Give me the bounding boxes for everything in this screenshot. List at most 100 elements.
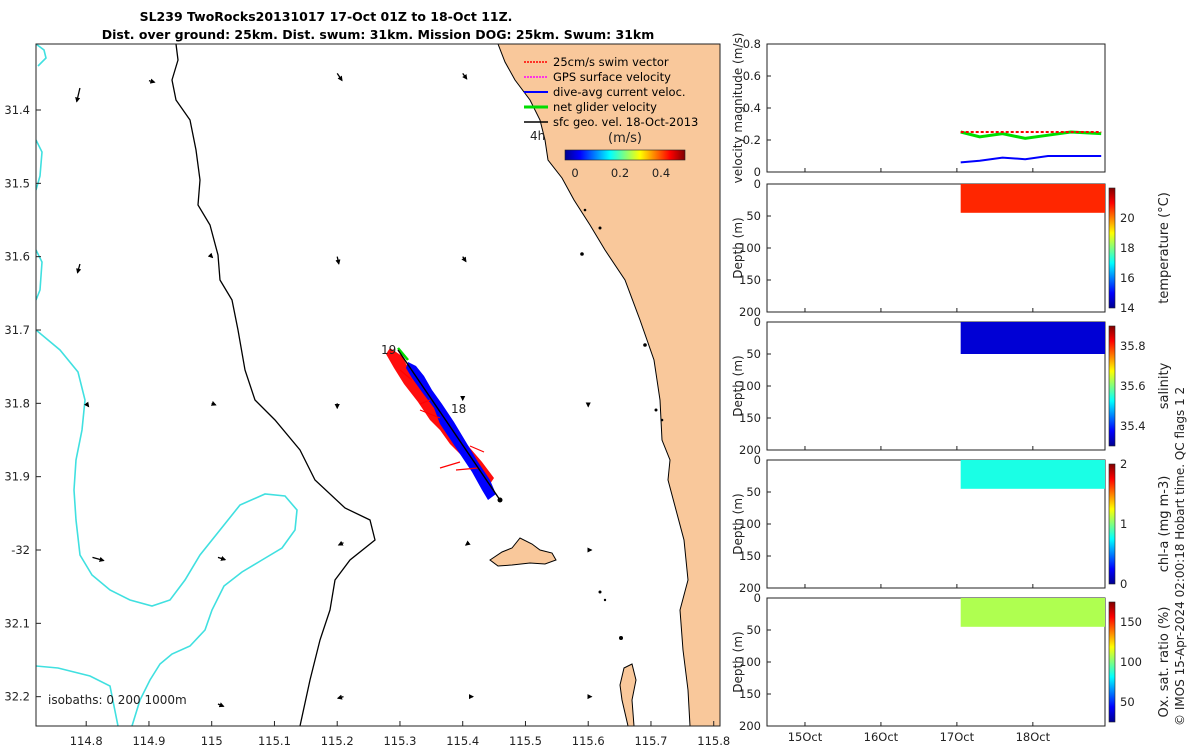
coastal-rocks [580,208,664,640]
map-x-tick-label: 115.6 [572,734,605,748]
colorbar-tick-0: 0 [571,166,578,180]
legend-label-geo: sfc geo. vel. 18-Oct-2013 [553,115,698,129]
y-tick-label: 50 [746,347,761,361]
colorbar-tick-label: 20 [1120,211,1135,225]
geo-vector-arrow [210,400,217,406]
geo-vector-field [75,72,593,708]
geo-vector-arrow [336,694,344,700]
y-tick-label: 200 [739,581,761,595]
y-tick-label: 150 [739,687,761,701]
map-y-tick-label: 32.2 [4,690,30,704]
geo-vector-arrow [84,401,90,408]
y-tick-label: 0.2 [743,133,761,147]
heatmap-block [960,322,1105,354]
day-label-18: 18 [451,402,466,416]
y-axis-label: velocity magnitude (m/s) [731,33,745,184]
geo-vector-arrow [207,252,214,259]
colorbar-tick-label: 18 [1120,241,1135,255]
map-y-tick-label: -32 [11,543,30,557]
map-legend: 25cm/s swim vector GPS surface velocity … [524,55,698,180]
geo-vector-arrow [461,256,467,263]
map-y-tick-label: 31.7 [4,323,30,337]
map-y-ticks: 31.4 31.5 31.6 31.7 31.8 31.9 -32 32.1 32.2 [4,103,41,704]
land-mass [497,44,720,726]
colorbar-tick-label: 100 [1120,655,1142,669]
y-tick-label: 150 [739,273,761,287]
isobaths-text: isobaths: 0 200 1000m [48,693,187,707]
colorbar-tick-1: 0.2 [611,166,629,180]
legend-colorbar-title: (m/s) [608,131,642,146]
y-tick-label: 150 [739,549,761,563]
geo-vector-arrow [337,540,344,546]
map-x-tick-label: 115.5 [509,734,542,748]
rottnest-island [489,537,557,567]
x-tick-label: 16Oct [864,730,899,744]
panel-4: 0 50 100 150 200 Depth (m) 0 1 2 chl-a (mg m-3) [731,453,1172,595]
footer-credit: © IMOS 15-Apr-2024 02:00:18 Hobart time.… [1173,387,1187,726]
y-tick-label: 150 [739,411,761,425]
panel-frame [766,43,1106,173]
map-x-tick-label: 115.4 [446,734,479,748]
swim-vector-streaks [399,369,485,471]
y-tick-label: 100 [739,379,761,393]
panel-3: 0 50 100 150 200 Depth (m) 35.4 35.6 35.8 salinit… [731,315,1172,457]
map-x-tick-label: 115.7 [635,734,668,748]
heatmap-block [960,184,1105,213]
y-axis-label: Depth (m) [731,217,745,278]
colorbar-tick-label: 1 [1120,517,1127,531]
map-y-tick-label: 31.5 [4,176,30,190]
glider-track [386,347,503,503]
colorbar-label: salinity [1157,362,1172,409]
time-label: 4h [530,129,545,143]
y-axis-label: Depth (m) [731,493,745,554]
y-tick-label: 0.8 [743,37,761,51]
colorbar-tick-label: 14 [1120,301,1135,315]
map-x-tick-label: 114.9 [132,734,165,748]
geo-vector-arrow [75,87,81,103]
map-x-ticks: 114.8 114.9 115 115.1 115.2 115.3 115.4 115.5 11… [70,721,730,748]
colorbar-tick-label: 35.8 [1120,339,1146,353]
geo-vector-arrow [464,540,471,546]
colorbar [1108,325,1116,447]
chart-title-line1: SL239 TwoRocks20131017 17-Oct 01Z to 18-… [140,9,513,24]
chart-title-line2: Dist. over ground: 25km. Dist. swum: 31k… [102,27,655,42]
map-x-tick-label: 115.8 [697,734,730,748]
colorbar [1108,187,1116,309]
map-y-tick-label: 31.6 [4,250,30,264]
y-tick-label: 200 [739,443,761,457]
legend-colorbar [564,149,686,161]
isobath-1000m [36,44,298,726]
garden-island [619,663,637,726]
map-x-tick-label: 115.1 [258,734,291,748]
map-x-tick-label: 115 [201,734,223,748]
colorbar [1108,601,1116,723]
heatmap-block [960,460,1105,489]
velocity-series-1 [960,155,1102,164]
y-tick-label: 100 [739,517,761,531]
map-frame [35,43,721,727]
x-tick-label: 18Oct [1016,730,1051,744]
map-y-tick-label: 31.8 [4,396,30,410]
colorbar-tick-label: 50 [1120,695,1135,709]
colorbar-label: chl-a (mg m-3) [1157,476,1172,573]
colorbar-tick-2: 0.4 [652,166,670,180]
colorbar-tick-label: 2 [1120,457,1127,471]
x-tick-label: 15Oct [788,730,823,744]
y-tick-label: 100 [739,655,761,669]
y-tick-label: 100 [739,241,761,255]
colorbar-tick-label: 150 [1120,615,1142,629]
geo-vector-arrow [92,556,105,562]
y-axis-label: Depth (m) [731,631,745,692]
colorbar-tick-label: 16 [1120,271,1135,285]
y-tick-label: 50 [746,485,761,499]
geo-vector-arrow [148,78,156,84]
legend-label-net: net glider velocity [553,100,657,114]
y-tick-label: 50 [746,209,761,223]
net-velocity-segment [397,347,409,361]
legend-label-swim: 25cm/s swim vector [553,55,669,69]
colorbar [1108,463,1116,585]
